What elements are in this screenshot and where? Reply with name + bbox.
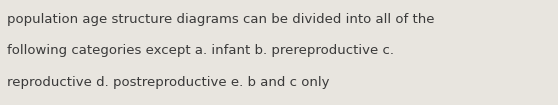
Text: population age structure diagrams can be divided into all of the: population age structure diagrams can be… — [7, 13, 434, 26]
Text: reproductive d. postreproductive e. b and c only: reproductive d. postreproductive e. b an… — [7, 76, 329, 89]
Text: following categories except a. infant b. prereproductive c.: following categories except a. infant b.… — [7, 44, 394, 57]
